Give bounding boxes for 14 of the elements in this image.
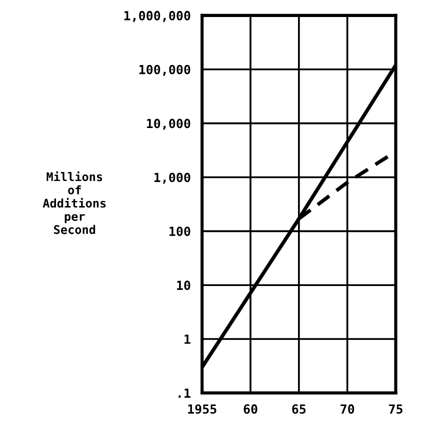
x-tick-label: 1955 xyxy=(188,404,216,414)
y-axis-title: Millions of Additions per Second xyxy=(42,171,106,234)
y-tick-label: .1 xyxy=(178,388,190,398)
y-tick-label: 10 xyxy=(177,280,190,290)
y-tick-label: 1,000,000 xyxy=(124,10,190,22)
x-tick-label: 60 xyxy=(244,404,258,414)
x-tick-label: 65 xyxy=(292,404,306,414)
x-tick-label: 70 xyxy=(340,404,354,414)
x-tick-label: 75 xyxy=(389,404,402,414)
y-tick-label: 10,000 xyxy=(146,118,190,130)
y-tick-label: 1 xyxy=(184,334,190,344)
y-tick-label: 100,000 xyxy=(139,64,190,76)
y-tick-label: 100 xyxy=(170,226,190,236)
y-tick-label: 1,000 xyxy=(154,172,190,184)
